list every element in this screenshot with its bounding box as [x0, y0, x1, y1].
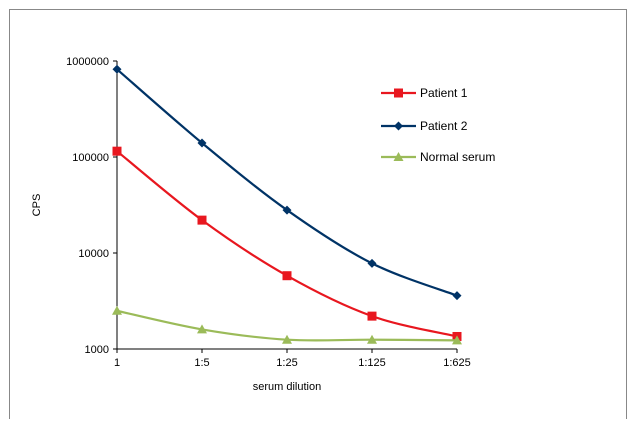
- x-tick-label: 1:125: [358, 357, 386, 369]
- x-tick-label: 1:25: [276, 357, 297, 369]
- data-point-patient-2: [452, 291, 462, 301]
- data-point-patient-1: [367, 311, 377, 321]
- y-tick-label: 1000000: [66, 56, 109, 68]
- data-point-normal-serum: [197, 324, 207, 334]
- data-point-normal-serum: [452, 335, 462, 345]
- data-point-normal-serum: [282, 334, 292, 344]
- legend-label: Patient 2: [420, 119, 468, 133]
- series-patient-2: [112, 64, 462, 301]
- chart-frame: [9, 9, 627, 419]
- series-line-patient-1: [116, 150, 458, 338]
- data-point-patient-2: [112, 64, 122, 74]
- legend-label: Normal serum: [420, 150, 495, 164]
- legend-item-normal-serum: Normal serum: [381, 150, 495, 164]
- y-tick-label: 100000: [72, 152, 109, 164]
- data-point-patient-2: [282, 205, 292, 215]
- axes: [113, 60, 458, 353]
- data-point-normal-serum: [112, 305, 122, 315]
- series-patient-1: [112, 146, 462, 341]
- data-point-patient-1: [282, 271, 292, 281]
- data-point-patient-2: [367, 258, 377, 268]
- legend-item-patient-2: Patient 2: [381, 119, 468, 133]
- y-tick-label: 1000: [85, 344, 109, 356]
- legend-item-patient-1: Patient 1: [381, 86, 468, 100]
- legend-swatch-marker: [393, 152, 404, 161]
- series-line-patient-2: [116, 68, 458, 297]
- x-axis-title: serum dilution: [253, 381, 321, 393]
- y-axis-title: CPS: [31, 194, 43, 217]
- series-normal-serum: [112, 305, 462, 345]
- legend-label: Patient 1: [420, 86, 468, 100]
- data-point-patient-1: [197, 215, 207, 225]
- x-tick-label: 1:625: [443, 357, 471, 369]
- legend-swatch-marker: [394, 121, 403, 131]
- series-group: [112, 64, 462, 345]
- x-tick-label: 1: [114, 357, 120, 369]
- data-point-patient-1: [112, 146, 122, 156]
- x-tick-labels: 1 1:5 1:25 1:125 1:625: [114, 357, 471, 369]
- legend-swatch-marker: [394, 88, 403, 98]
- legend: Patient 1 Patient 2 Normal serum: [381, 86, 495, 164]
- x-tick-label: 1:5: [194, 357, 209, 369]
- y-tick-labels: 1000 10000 100000 1000000: [66, 56, 109, 356]
- y-tick-label: 10000: [78, 248, 109, 260]
- data-point-patient-2: [197, 138, 207, 148]
- data-point-normal-serum: [367, 334, 377, 344]
